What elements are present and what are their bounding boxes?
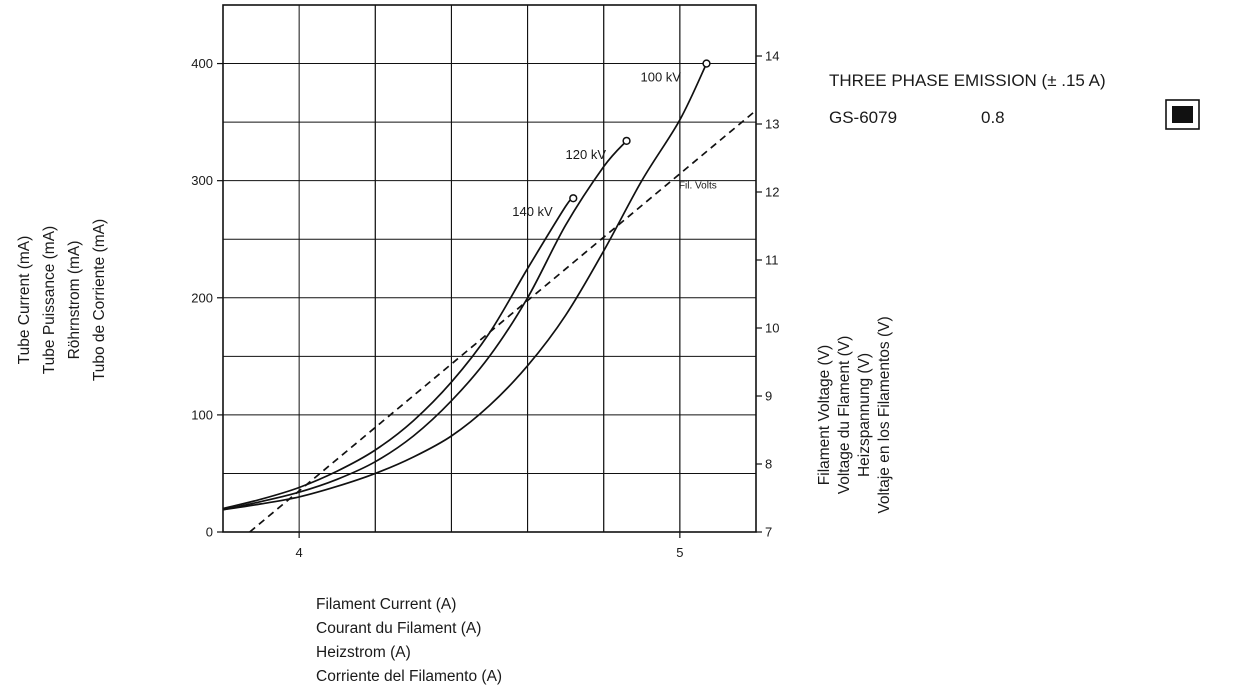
ylabel-right-line: Heizspannung (V) — [856, 353, 873, 477]
y-left-tick-label: 0 — [206, 525, 213, 540]
legend: THREE PHASE EMISSION (± .15 A) GS-6079 0… — [829, 71, 1200, 130]
xlabel-line: Filament Current (A) — [316, 596, 456, 613]
y-right-tick-label: 10 — [765, 321, 779, 336]
series-group — [222, 59, 757, 533]
y-left-tick-label: 400 — [191, 56, 213, 71]
ylabel-right-line: Voltaje en los Filamentos (V) — [876, 316, 893, 513]
y-left-axis-label: Tube Current (mA) Tube Puissance (mA) Röhr… — [16, 219, 108, 381]
series-line-fil-volts — [249, 109, 757, 533]
series-line-140-kv — [222, 197, 574, 510]
series-end-marker-120-kv — [622, 136, 631, 145]
series-label-140-kv: 140 kV — [512, 204, 553, 219]
ylabel-right-line: Filament Voltage (V) — [816, 345, 833, 485]
y-right-tick-label: 9 — [765, 389, 772, 404]
y-right-tick-label: 12 — [765, 185, 779, 200]
x-tick-label: 4 — [296, 545, 303, 560]
series-line-100-kv — [222, 63, 708, 511]
series-line-120-kv — [222, 140, 628, 511]
plot-frame — [222, 4, 757, 533]
ylabel-right-line: Voltage du Flament (V) — [836, 336, 853, 495]
series-label-fil-volts: Fil. Volts — [679, 181, 717, 192]
y-right-tick-label: 11 — [765, 253, 779, 268]
series-label-100-kv: 100 kV — [641, 70, 682, 85]
y-left-tick-label: 300 — [191, 173, 213, 188]
series-labels: 100 kV 120 kV 140 kV Fil. Volts — [512, 70, 717, 220]
ylabel-left-line: Tubo de Corriente (mA) — [91, 219, 108, 381]
y-right-tick-label: 14 — [765, 49, 779, 64]
ylabel-left-line: Röhrnstrom (mA) — [66, 241, 83, 360]
xlabel-line: Heizstrom (A) — [316, 644, 411, 661]
x-tick-label: 5 — [676, 545, 683, 560]
series-end-marker-140-kv — [569, 194, 578, 203]
legend-title: THREE PHASE EMISSION (± .15 A) — [829, 71, 1106, 90]
y-right-axis-label: Filament Voltage (V) Voltage du Flament (… — [816, 316, 893, 513]
tick-labels: 0 100 200 300 400 7 8 9 10 11 12 13 14 4 5 — [191, 49, 779, 561]
x-axis-label: Filament Current (A) Courant du Filament … — [316, 596, 502, 685]
xlabel-line: Corriente del Filamento (A) — [316, 668, 502, 685]
xlabel-line: Courant du Filament (A) — [316, 620, 481, 637]
legend-swatch-inner — [1172, 106, 1193, 123]
ylabel-left-line: Tube Current (mA) — [16, 236, 33, 365]
legend-item-value: 0.8 — [981, 108, 1005, 127]
ylabel-left-line: Tube Puissance (mA) — [41, 226, 58, 374]
y-left-tick-label: 100 — [191, 407, 213, 422]
series-end-marker-100-kv — [702, 59, 711, 68]
series-label-120-kv: 120 kV — [566, 147, 607, 162]
y-right-tick-label: 8 — [765, 457, 772, 472]
y-left-tick-label: 200 — [191, 290, 213, 305]
y-right-tick-label: 13 — [765, 117, 779, 132]
y-right-tick-label: 7 — [765, 525, 772, 540]
legend-item-name: GS-6079 — [829, 108, 897, 127]
